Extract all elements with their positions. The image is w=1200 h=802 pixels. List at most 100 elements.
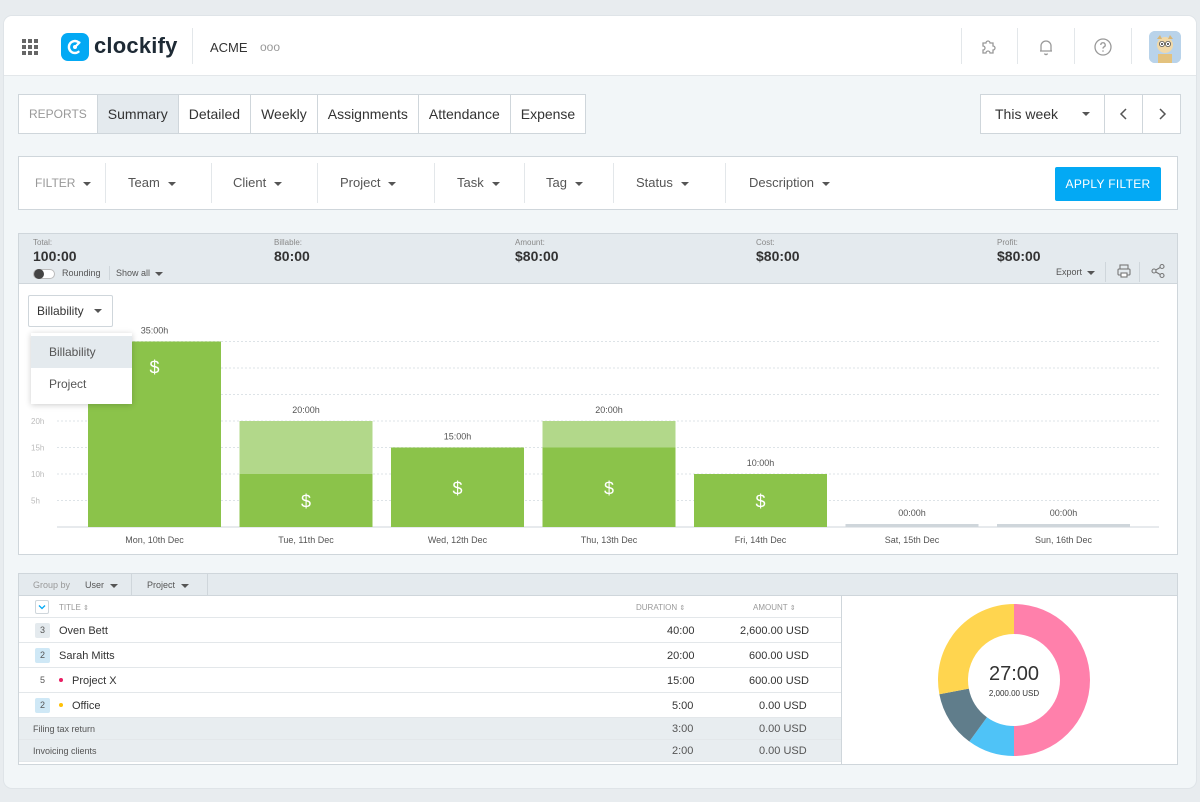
chevron-down-icon	[274, 181, 283, 186]
tab-assignments[interactable]: Assignments	[316, 95, 418, 133]
apply-filter-button[interactable]: APPLY FILTER	[1055, 167, 1161, 201]
row-duration: 20:00	[667, 650, 695, 662]
rounding-label: Rounding	[62, 268, 101, 278]
bar-non-billable	[239, 421, 373, 474]
group-by-user-label: User	[85, 580, 105, 590]
row-title: Oven Bett	[59, 625, 108, 637]
filter-description-label: Description	[749, 175, 815, 190]
top-header: clockify ACME ooo	[4, 16, 1196, 76]
apps-grid-icon[interactable]	[22, 39, 38, 55]
amount-column-header[interactable]: AMOUNT ⇕	[753, 603, 796, 612]
tab-expense[interactable]: Expense	[509, 95, 585, 133]
profit-value: $80:00	[997, 248, 1041, 264]
collapse-all-button[interactable]	[35, 600, 49, 614]
divider	[109, 266, 110, 280]
row-amount: 0.00 USD	[759, 723, 807, 735]
row-duration: 5:00	[672, 700, 694, 712]
filter-client[interactable]: Client	[233, 157, 283, 209]
share-icon[interactable]	[1150, 263, 1166, 282]
row-amount: 0.00 USD	[759, 700, 807, 712]
chevron-down-icon	[181, 583, 190, 588]
chart-area: 5h 10h 15h 20h $35:00h Mon, 10th Dec $20:00h Tu…	[19, 284, 1177, 554]
duration-column-header[interactable]: DURATION ⇕	[636, 603, 685, 612]
x-tick-label: Wed, 12th Dec	[428, 535, 488, 545]
table-row[interactable]: 3 Oven Bett 40:00 2,600.00 USD	[19, 618, 841, 643]
header-divider	[961, 28, 962, 64]
sort-icon: ⇕	[789, 605, 796, 612]
chevron-down-icon	[388, 181, 397, 186]
entry-count: 5	[39, 675, 45, 685]
filter-divider	[434, 163, 435, 203]
donut-segment	[969, 717, 1014, 756]
filter-team[interactable]: Team	[128, 157, 176, 209]
export-dropdown[interactable]: Export	[1056, 267, 1096, 277]
next-week-button[interactable]	[1142, 95, 1180, 133]
amount-value: $80:00	[515, 248, 559, 264]
project-color-dot	[59, 678, 63, 683]
filter-tag[interactable]: Tag	[546, 157, 583, 209]
tab-weekly[interactable]: Weekly	[250, 95, 317, 133]
workspace-name[interactable]: ACME	[210, 40, 248, 55]
chart-type-select[interactable]: Billability	[28, 295, 113, 327]
puzzle-icon[interactable]	[979, 37, 999, 57]
filter-status[interactable]: Status	[636, 157, 689, 209]
bar-non-billable	[542, 421, 676, 448]
bar-total-label: 10:00h	[747, 458, 775, 468]
tab-detailed[interactable]: Detailed	[177, 95, 250, 133]
filter-description[interactable]: Description	[749, 157, 831, 209]
prev-week-button[interactable]	[1104, 95, 1142, 133]
chevron-down-icon	[680, 181, 689, 186]
filter-divider	[524, 163, 525, 203]
x-tick-label: Sat, 15th Dec	[885, 535, 940, 545]
tab-summary[interactable]: Summary	[96, 95, 178, 133]
report-tabs: REPORTS Summary Detailed Weekly Assignme…	[18, 94, 587, 134]
table-subrow[interactable]: Invoicing clients 2:00 0.00 USD	[19, 740, 841, 762]
row-amount: 600.00 USD	[749, 675, 809, 687]
row-title: Office	[72, 700, 101, 712]
filter-label-dropdown[interactable]: FILTER	[35, 157, 92, 209]
header-divider	[1131, 28, 1132, 64]
chevron-down-icon	[167, 181, 176, 186]
date-range-select[interactable]: This week	[981, 95, 1104, 133]
filter-task[interactable]: Task	[457, 157, 500, 209]
bell-icon[interactable]	[1036, 37, 1056, 57]
entry-count: 2	[35, 648, 50, 663]
title-column-header[interactable]: TITLE ⇕	[59, 603, 89, 612]
rounding-toggle[interactable]	[33, 269, 55, 279]
table-row[interactable]: 5 Project X 15:00 600.00 USD	[19, 668, 841, 693]
show-all-dropdown[interactable]: Show all	[116, 268, 164, 278]
table-row[interactable]: 2 Office 5:00 0.00 USD	[19, 693, 841, 718]
print-icon[interactable]	[1116, 263, 1132, 282]
donut-segment	[1014, 604, 1090, 756]
profit-label: Profit:	[997, 238, 1018, 247]
header-divider	[1017, 28, 1018, 64]
filter-divider	[105, 163, 106, 203]
date-range-picker: This week	[980, 94, 1181, 134]
sort-icon: ⇕	[83, 605, 89, 612]
table-row[interactable]: 2 Sarah Mitts 20:00 600.00 USD	[19, 643, 841, 668]
help-icon[interactable]	[1093, 37, 1113, 57]
filter-bar: FILTER Team Client Project Task Tag Stat…	[18, 156, 1178, 210]
donut-chart-area: 27:00 2,000.00 USD	[841, 596, 1177, 764]
filter-tag-label: Tag	[546, 175, 567, 190]
tab-attendance[interactable]: Attendance	[417, 95, 510, 133]
project-color-dot	[59, 703, 63, 708]
row-amount: 2,600.00 USD	[740, 625, 810, 637]
more-options-icon[interactable]: ooo	[260, 40, 281, 54]
group-by-project-select[interactable]: Project	[147, 574, 190, 596]
row-title: Project X	[72, 675, 117, 687]
filter-project-label: Project	[340, 175, 381, 190]
table-subrow[interactable]: Filing tax return 3:00 0.00 USD	[19, 718, 841, 740]
divider	[1139, 262, 1140, 282]
logo-text: clockify	[94, 33, 178, 58]
group-by-user-select[interactable]: User	[85, 574, 119, 596]
option-project[interactable]: Project	[49, 377, 87, 391]
cost-label: Cost:	[756, 238, 775, 247]
y-tick-label: 20h	[31, 417, 44, 426]
bar-total-label: 20:00h	[292, 405, 320, 415]
chevron-left-icon	[1119, 108, 1127, 120]
filter-project[interactable]: Project	[340, 157, 397, 209]
show-all-label: Show all	[116, 268, 151, 278]
user-avatar[interactable]	[1149, 31, 1181, 63]
option-billability[interactable]: Billability	[31, 336, 132, 368]
